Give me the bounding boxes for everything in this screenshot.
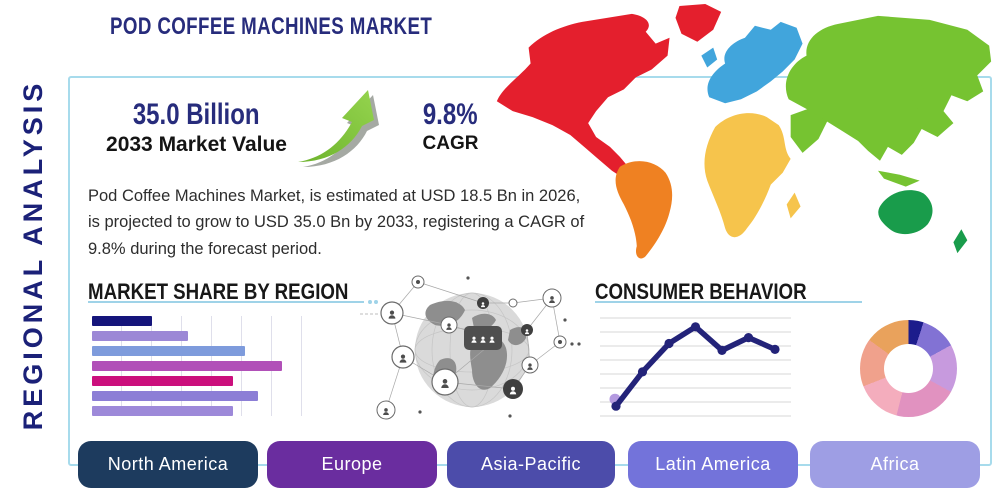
cagr-stat: 9.8% CAGR bbox=[403, 99, 498, 155]
cagr-label: CAGR bbox=[422, 132, 479, 154]
world-map bbox=[483, 0, 1000, 268]
region-button-europe[interactable]: Europe bbox=[267, 441, 437, 488]
market-value-stat: 35.0 Billion 2033 Market Value bbox=[84, 99, 309, 157]
market-share-bar-1 bbox=[92, 331, 188, 341]
underline-dot bbox=[374, 300, 378, 304]
region-donut-chart bbox=[860, 320, 957, 417]
market-value: 35.0 Billion bbox=[133, 98, 260, 131]
market-share-bar-chart bbox=[92, 316, 305, 416]
map-middle-east bbox=[790, 107, 829, 153]
market-share-bar-6 bbox=[92, 406, 233, 416]
market-share-underline bbox=[88, 301, 364, 303]
cagr-value: 9.8% bbox=[423, 98, 478, 131]
market-share-bar-0 bbox=[92, 316, 152, 326]
region-button-north-america[interactable]: North America bbox=[78, 441, 258, 488]
globe-network-icon bbox=[360, 270, 585, 430]
map-south-america bbox=[615, 161, 673, 259]
map-madagascar bbox=[786, 192, 801, 219]
underline-dot bbox=[368, 300, 372, 304]
growth-arrow-icon bbox=[294, 82, 386, 168]
world-map-svg bbox=[496, 3, 992, 259]
map-north-america bbox=[496, 13, 670, 179]
market-share-heading: MARKET SHARE BY REGION bbox=[88, 279, 349, 304]
map-australia bbox=[878, 190, 933, 235]
consumer-behavior-line-chart bbox=[598, 310, 793, 422]
consumer-behavior-heading: CONSUMER BEHAVIOR bbox=[595, 279, 807, 304]
market-share-bar-3 bbox=[92, 361, 282, 371]
map-greenland bbox=[675, 3, 722, 42]
map-africa bbox=[704, 113, 791, 238]
consumer-behavior-underline bbox=[595, 301, 862, 303]
map-asia bbox=[785, 15, 992, 161]
market-description: Pod Coffee Machines Market, is estimated… bbox=[88, 187, 585, 258]
region-button-latin-america[interactable]: Latin America bbox=[628, 441, 798, 488]
map-europe bbox=[707, 21, 803, 104]
map-indonesia bbox=[877, 170, 920, 187]
map-uk bbox=[701, 47, 718, 68]
market-value-label: 2033 Market Value bbox=[106, 132, 287, 156]
region-button-asia-pacific[interactable]: Asia-Pacific bbox=[447, 441, 615, 488]
region-button-africa[interactable]: Africa bbox=[810, 441, 980, 488]
map-new-zealand bbox=[953, 229, 968, 254]
market-share-bar-2 bbox=[92, 346, 246, 356]
market-share-bar-4 bbox=[92, 376, 233, 386]
page-title: POD COFFEE MACHINES MARKET bbox=[110, 13, 433, 40]
market-share-bar-5 bbox=[92, 391, 259, 401]
map-japan bbox=[911, 85, 929, 110]
side-label: REGIONAL ANALYSIS bbox=[18, 79, 48, 431]
